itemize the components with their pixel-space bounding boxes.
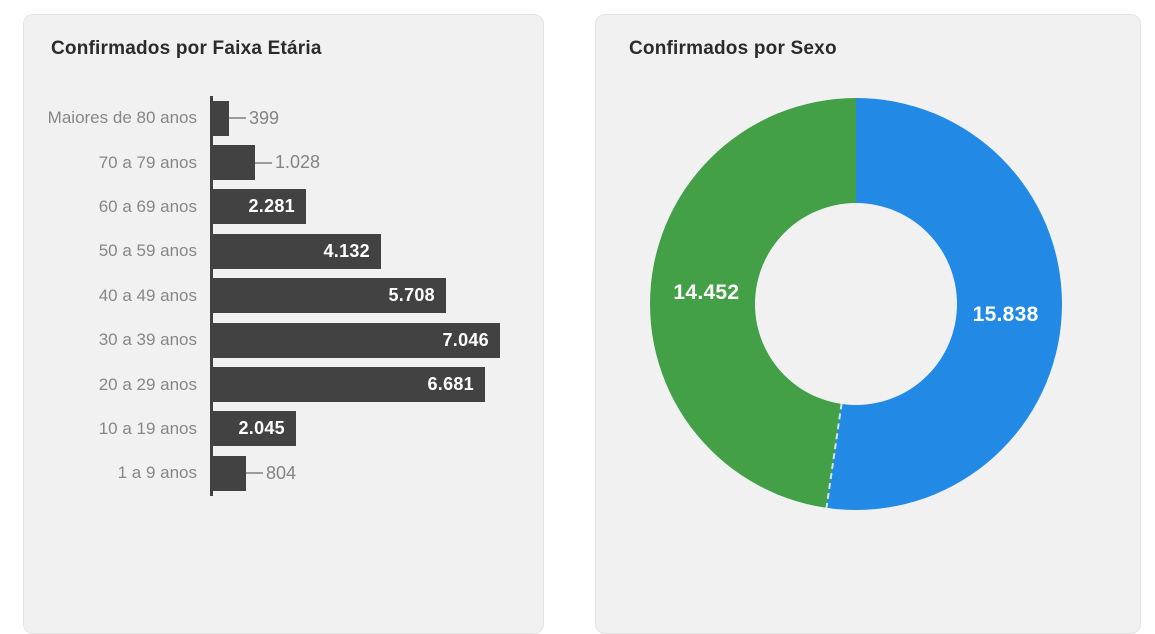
- callout-line: [229, 117, 246, 120]
- bar-category-label: 30 a 39 anos: [98, 330, 197, 350]
- donut-hole: [755, 203, 957, 405]
- bar-track: 4.132: [210, 229, 543, 274]
- bar[interactable]: [213, 145, 255, 181]
- bar[interactable]: [213, 455, 246, 491]
- bar-category-label: 60 a 69 anos: [98, 196, 197, 216]
- sex-chart-title: Confirmados por Sexo: [629, 38, 837, 59]
- bar-track: 7.046: [210, 317, 543, 363]
- bar-row: 1 a 9 anos 804: [24, 451, 543, 496]
- bar-category-label: 40 a 49 anos: [98, 285, 197, 305]
- bar-category-label: Maiores de 80 anos: [47, 108, 197, 128]
- bar[interactable]: 6.681: [213, 367, 485, 403]
- bar-value: 1.028: [275, 152, 321, 173]
- bar-category-label: 20 a 29 anos: [98, 374, 197, 394]
- bar-row: 20 a 29 anos 6.681: [24, 362, 543, 407]
- bar-row: 10 a 19 anos 2.045: [24, 406, 543, 452]
- sex-donut-chart[interactable]: 15.838 14.452: [650, 98, 1062, 510]
- bar-row: 40 a 49 anos 5.708: [24, 273, 543, 318]
- bar-row: 70 a 79 anos 1.028: [24, 140, 543, 185]
- bar-value: 804: [266, 462, 297, 483]
- donut-value-blue: 15.838: [972, 302, 1039, 326]
- bar-track: 1.028: [210, 140, 543, 185]
- bar-track: 399: [210, 96, 543, 141]
- bar-category-label: 50 a 59 anos: [98, 241, 197, 261]
- age-chart-title: Confirmados por Faixa Etária: [51, 38, 322, 59]
- age-bar-chart: Maiores de 80 anos 399 70 a 79 anos 1.028 60…: [24, 96, 543, 496]
- callout-line: [246, 472, 263, 475]
- bar-track: 2.281: [210, 184, 543, 230]
- bar[interactable]: 5.708: [213, 278, 446, 314]
- bar[interactable]: [213, 100, 229, 136]
- panel-sex-chart: Confirmados por Sexo 15.838 14.452: [595, 14, 1141, 634]
- panel-age-chart: Confirmados por Faixa Etária Maiores de …: [23, 14, 544, 634]
- bar-value: 4.132: [323, 240, 370, 261]
- donut-value-green: 14.452: [673, 281, 740, 305]
- bar[interactable]: 2.281: [213, 189, 306, 225]
- bar-row: Maiores de 80 anos 399: [24, 96, 543, 141]
- bar-category-label: 10 a 19 anos: [98, 418, 197, 438]
- bar-row: 30 a 39 anos 7.046: [24, 317, 543, 363]
- bar-value: 7.046: [442, 329, 489, 350]
- bar-category-label: 70 a 79 anos: [98, 152, 197, 172]
- dashboard: Confirmados por Faixa Etária Maiores de …: [23, 14, 1141, 634]
- callout-line: [255, 161, 272, 164]
- bar-track: 6.681: [210, 362, 543, 407]
- bar-value: 2.281: [248, 196, 295, 217]
- bar-track: 2.045: [210, 406, 543, 452]
- bar-track: 804: [210, 451, 543, 496]
- bar-category-label: 1 a 9 anos: [117, 463, 197, 483]
- bar[interactable]: 4.132: [213, 233, 381, 269]
- bar-value: 399: [249, 107, 280, 128]
- bar[interactable]: 7.046: [213, 322, 500, 358]
- bar[interactable]: 2.045: [213, 411, 296, 447]
- bar-row: 50 a 59 anos 4.132: [24, 229, 543, 274]
- bar-value: 6.681: [427, 374, 474, 395]
- bar-row: 60 a 69 anos 2.281: [24, 184, 543, 230]
- bar-value: 2.045: [238, 418, 285, 439]
- bar-track: 5.708: [210, 273, 543, 318]
- bar-value: 5.708: [388, 285, 435, 306]
